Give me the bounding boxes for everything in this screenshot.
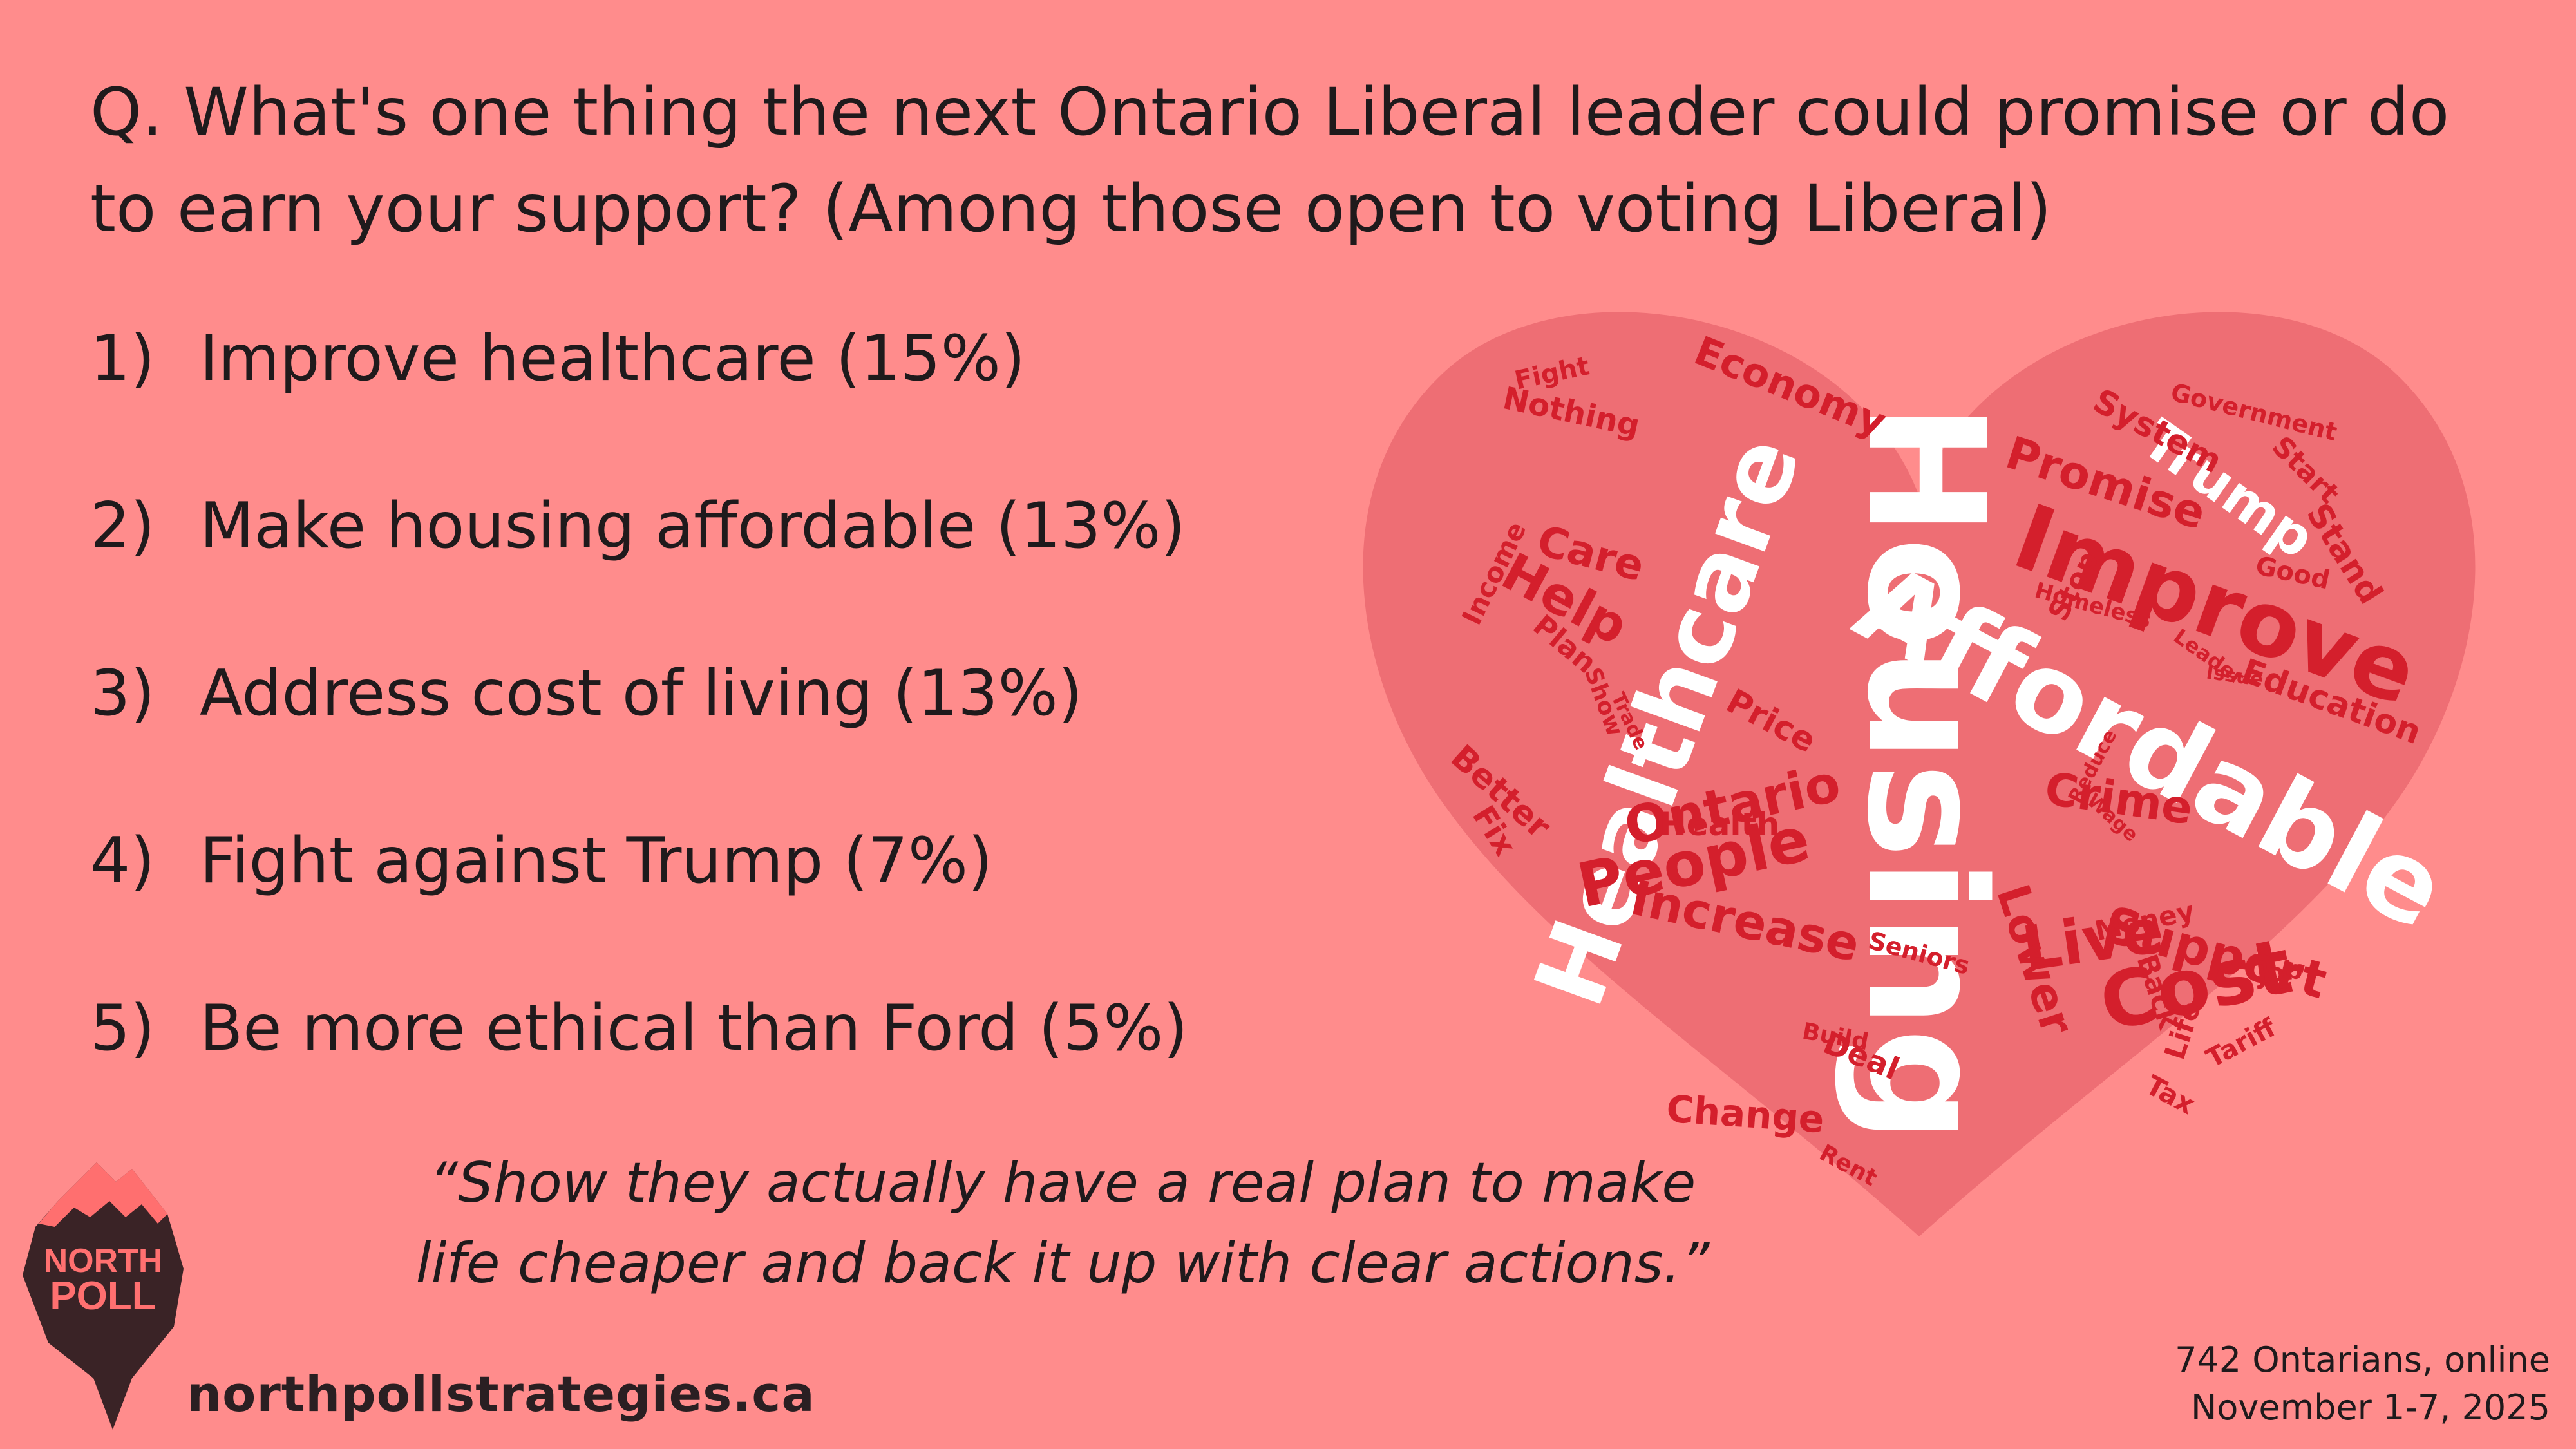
response-number: 3) [90,657,155,730]
word-cloud-word: Housing [1832,402,2020,1143]
quote-line: “Show they actually have a real plan to … [429,1151,1696,1215]
north-poll-logo: NORTH POLL [23,1162,184,1430]
logo-text-north: NORTH [44,1242,163,1280]
response-item-1: 1) Improve healthcare (15%) [90,322,1025,395]
survey-question: Q. What's one thing the next Ontario Lib… [90,74,2450,247]
heart-shape [1363,312,2476,1237]
website-link[interactable]: northpollstrategies.ca [187,1365,815,1423]
respondent-quote: “Show they actually have a real plan to … [322,1143,1803,1304]
response-number: 4) [90,824,155,898]
response-item-3: 3) Address cost of living (13%) [90,657,1083,730]
response-number: 1) [90,322,155,395]
response-text: Make housing affordable (13%) [200,489,1186,563]
sample-info: 742 Ontarians, online November 1-7, 2025 [2175,1336,2550,1432]
response-text: Be more ethical than Ford (5%) [200,992,1188,1065]
response-item-2: 2) Make housing affordable (13%) [90,489,1186,563]
iceberg-cap [39,1162,167,1227]
word-cloud-word: Tax [2141,1069,2200,1121]
response-text: Fight against Trump (7%) [200,824,993,898]
response-item-4: 4) Fight against Trump (7%) [90,824,992,898]
response-item-5: 5) Be more ethical than Ford (5%) [90,992,1188,1065]
quote-line: life cheaper and back it up with clear a… [415,1231,1710,1296]
logo-text-poll: POLL [50,1274,156,1318]
word-cloud-word: Health [1660,806,1779,843]
word-cloud-word: Job [2253,954,2305,990]
response-text: Improve healthcare (15%) [200,322,1026,395]
fieldwork-dates: November 1-7, 2025 [2190,1387,2550,1428]
sample-size: 742 Ontarians, online [2175,1340,2550,1380]
response-number: 2) [90,489,155,563]
response-text: Address cost of living (13%) [200,657,1083,730]
iceberg-shape [23,1162,184,1430]
response-number: 5) [90,992,155,1065]
